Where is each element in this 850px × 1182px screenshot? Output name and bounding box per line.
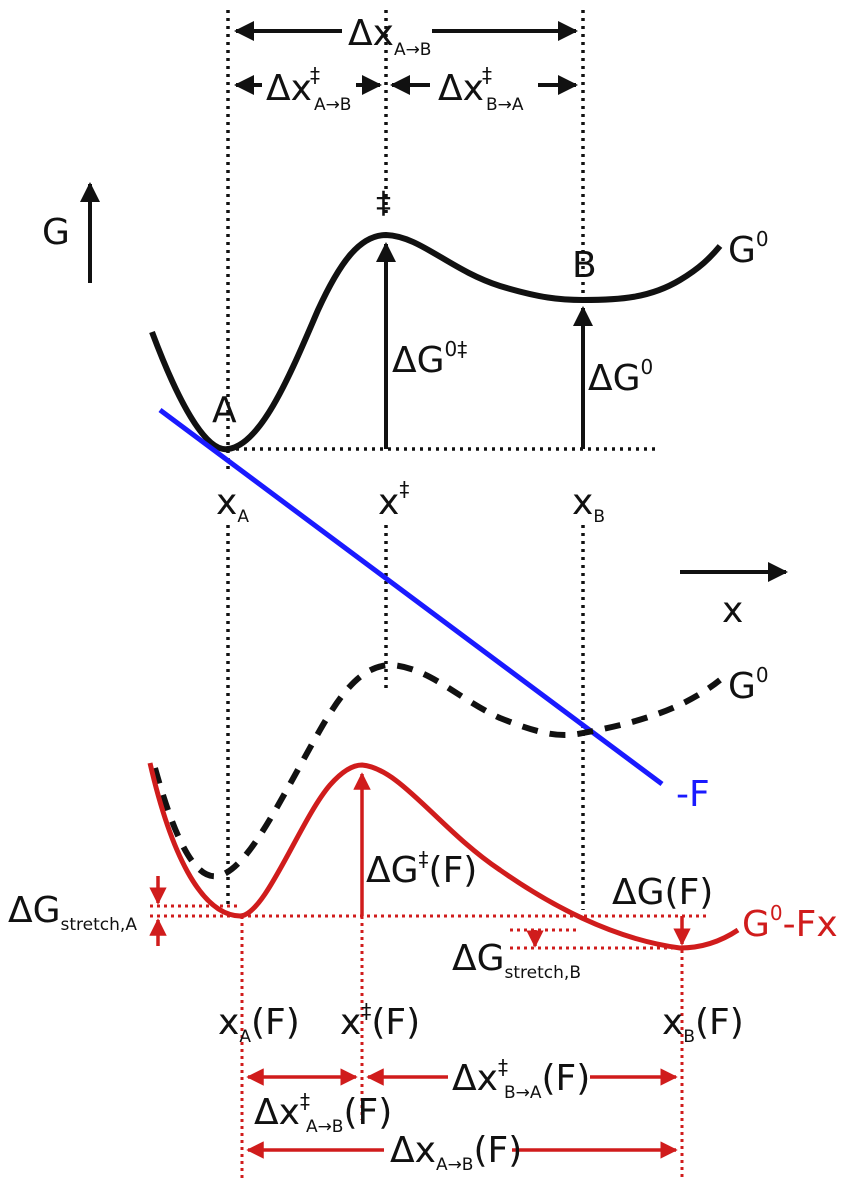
dg-stretch-a-label: ΔGstretch,A (8, 890, 137, 935)
dx-ts-ba-f-label: Δx‡ B→A(F) (452, 1055, 590, 1103)
state-b-label: B (572, 245, 597, 286)
ts-mark: ‡ (376, 186, 391, 221)
dx-ab-label: ΔxA→B (348, 13, 431, 60)
xts-f-label: x‡(F) (340, 999, 420, 1043)
dg0-label: ΔG0 (588, 355, 653, 399)
force-line (158, 407, 664, 787)
g0-dashed-curve (152, 661, 722, 880)
dx-ts-ab-label: Δx‡ A→B (266, 63, 351, 115)
dx-ab-f-label: ΔxA→B(F) (390, 1130, 522, 1175)
g0-curve (149, 231, 723, 453)
xa-f-label: xA(F) (218, 1002, 300, 1047)
xa-label: xA (216, 482, 249, 527)
tilted-curve-label: G0-Fx (742, 901, 838, 945)
dg-ts-label: ΔG0‡ (392, 337, 467, 381)
xts-label: x‡ (378, 477, 409, 523)
xb-f-label: xB(F) (662, 1002, 744, 1047)
dg-f-label: ΔG(F) (612, 872, 713, 913)
state-a-label: A (212, 390, 237, 431)
dg-ts-f-label: ΔG‡(F) (366, 847, 477, 891)
xb-label: xB (572, 482, 605, 527)
dx-ts-ab-f-label: Δx‡ A→B(F) (254, 1089, 392, 1137)
x-axis-label: x (722, 590, 743, 631)
tilted-curve (147, 762, 740, 951)
g0-label-bottom: G0 (728, 663, 769, 707)
g0-label-top: G0 (728, 227, 769, 271)
force-label: -F (676, 774, 710, 815)
g-axis-label: G (42, 212, 70, 253)
dx-ts-ba-label: Δx‡ B→A (438, 63, 524, 115)
dg-stretch-b-label: ΔGstretch,B (452, 938, 581, 983)
